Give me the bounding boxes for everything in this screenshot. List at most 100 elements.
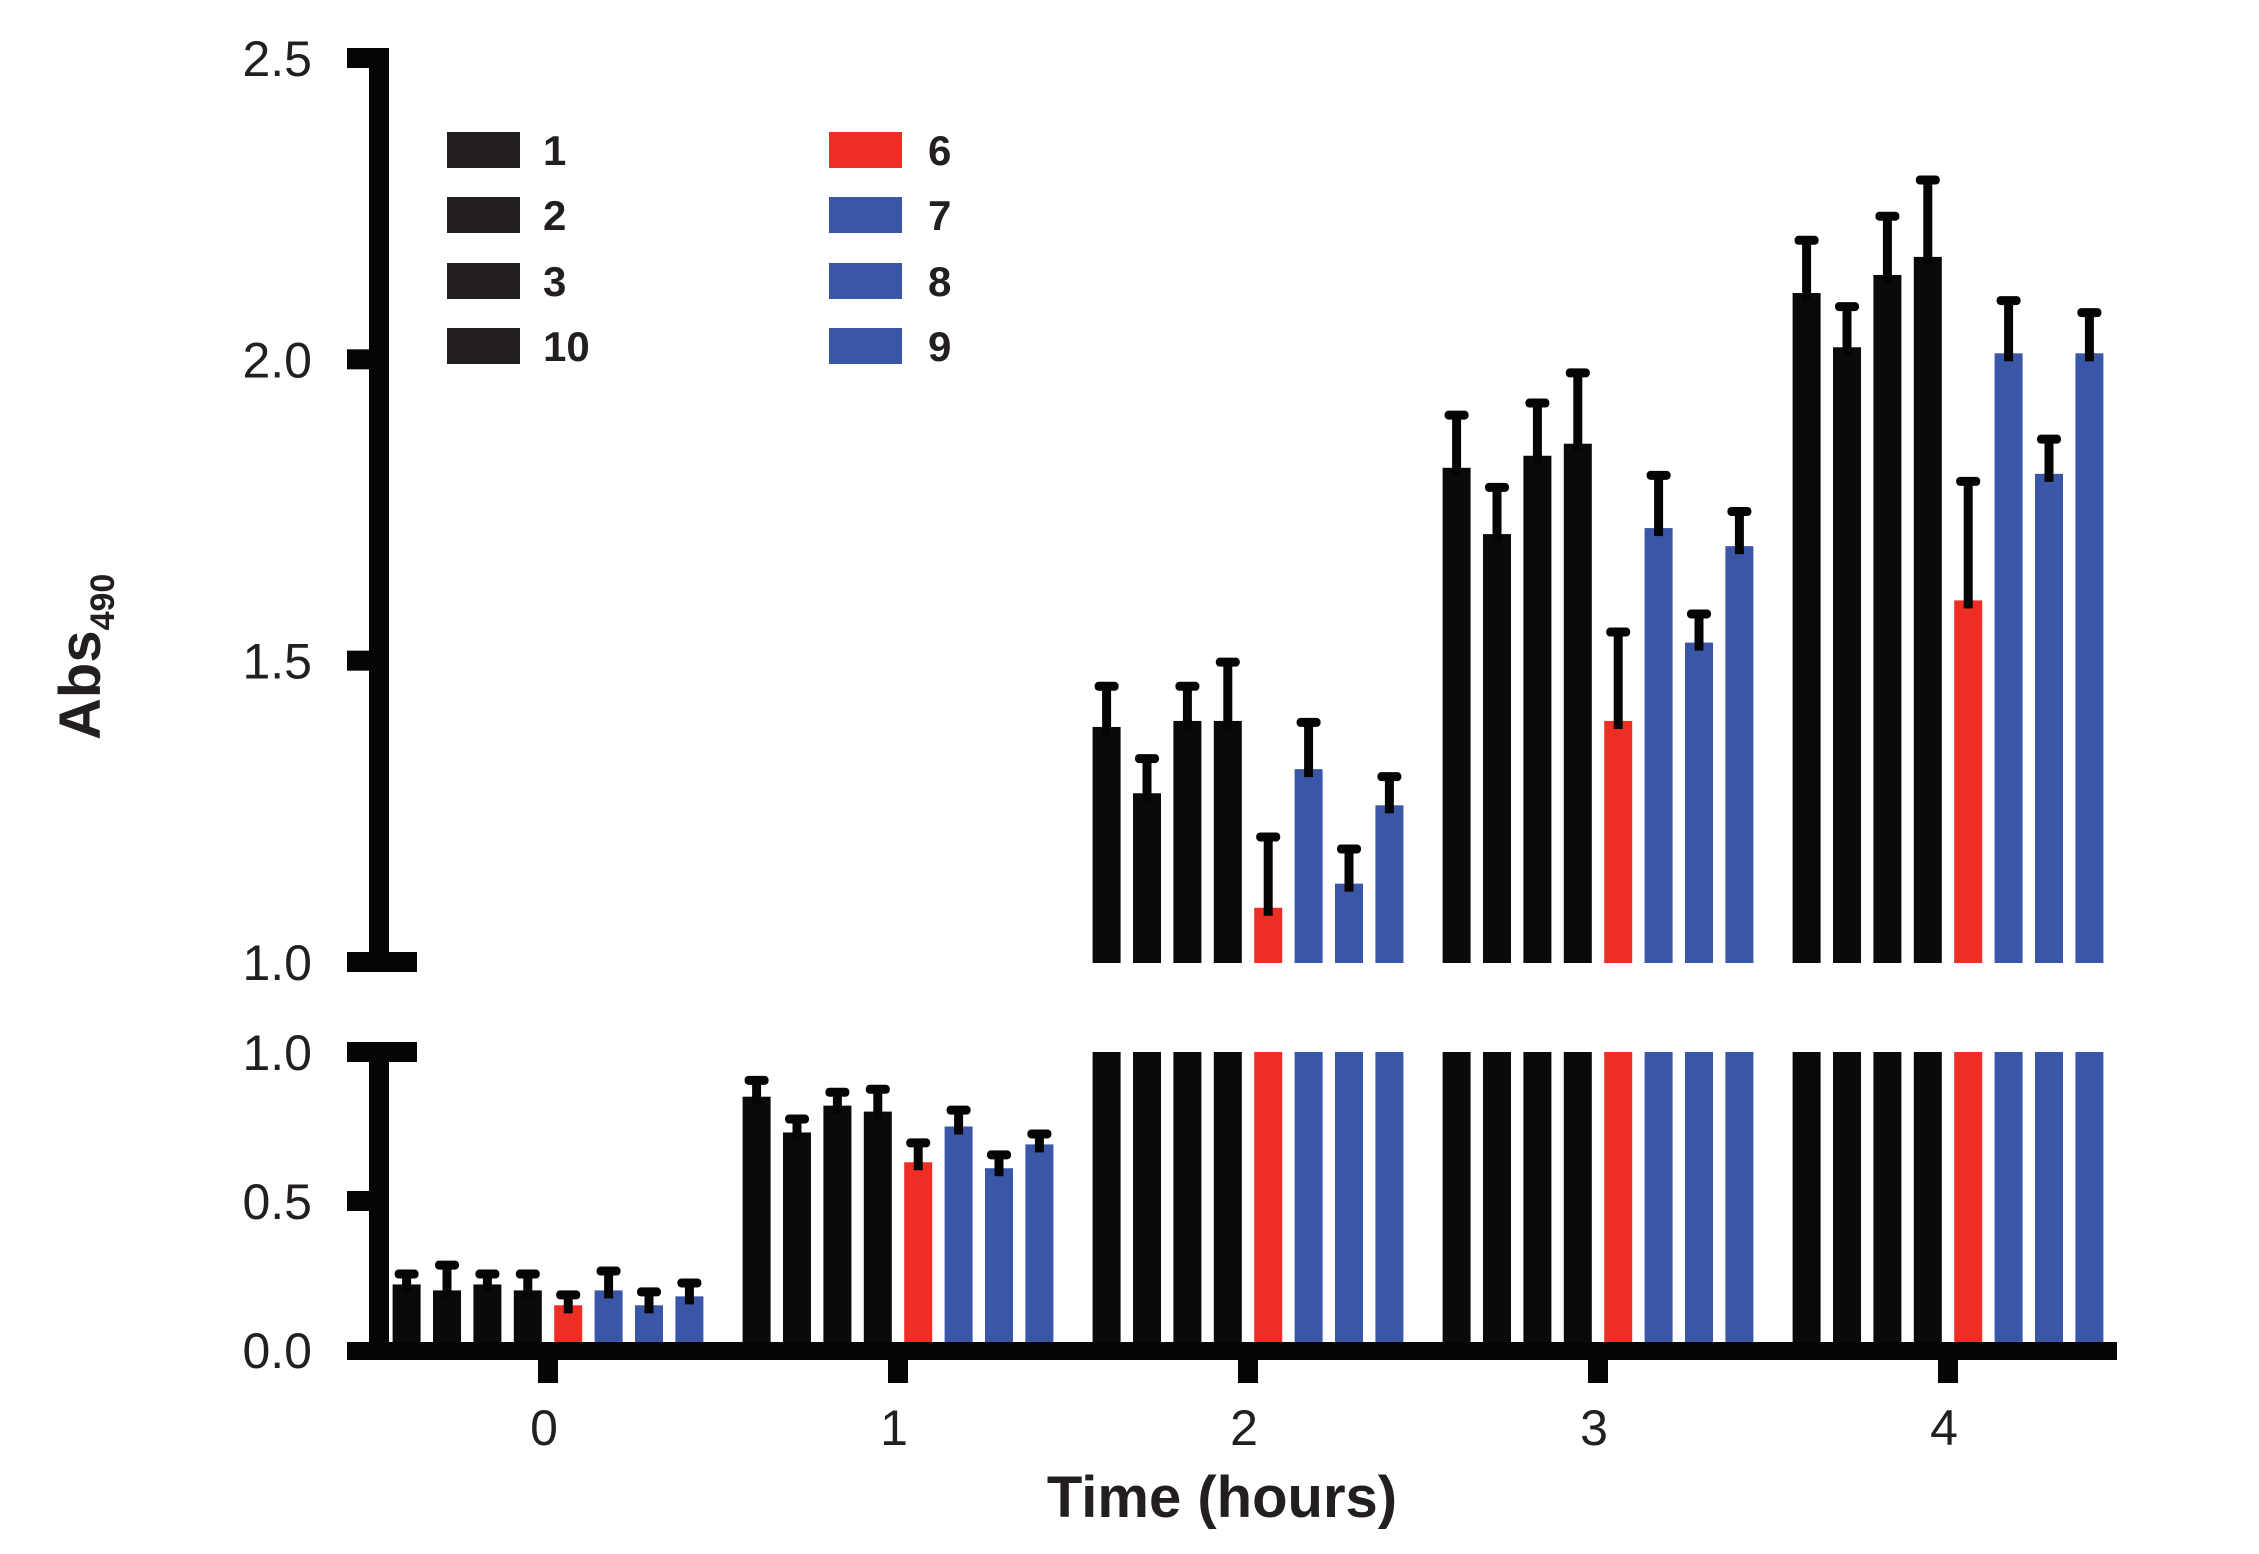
bar-lower-segment-series-9-t2: [1375, 1052, 1404, 1342]
x-axis-line: [347, 1342, 2117, 1360]
bar-series-9-t4: [2075, 353, 2104, 964]
error-bar-series-6-t2: [1263, 835, 1273, 916]
error-bar-series-1-t4: [1802, 238, 1812, 302]
error-bar-series-8-t2: [1344, 847, 1354, 892]
bar-series-1-t0: [392, 1284, 421, 1342]
bar-series-6-t4: [1954, 600, 1983, 963]
bar-series-8-t4: [2035, 473, 2063, 963]
bar-series-10-t0: [513, 1290, 542, 1342]
error-bar-series-2-t4: [1842, 305, 1852, 356]
bar-lower-segment-series-6-t3: [1604, 1052, 1633, 1342]
error-cap-series-8-t1: [987, 1150, 1011, 1160]
y-tick-label-upper: 2.0: [242, 332, 312, 388]
error-cap-series-3-t1: [825, 1087, 850, 1097]
error-cap-series-8-t0: [637, 1287, 661, 1297]
error-cap-series-9-t0: [677, 1278, 702, 1288]
legend-label-2: 2: [543, 192, 566, 239]
bar-lower-segment-series-1-t2: [1092, 1052, 1121, 1342]
error-cap-series-1-t0: [394, 1269, 419, 1279]
bar-series-1-t1: [742, 1096, 771, 1342]
bar-series-2-t1: [783, 1132, 811, 1342]
error-bar-series-3-t1: [832, 1090, 842, 1114]
error-cap-series-1-t2: [1094, 681, 1119, 691]
error-bar-series-7-t3: [1654, 473, 1664, 537]
bar-series-6-t1: [904, 1162, 933, 1342]
y-tick-lower: [347, 1042, 417, 1062]
error-cap-series-9-t2: [1377, 772, 1402, 782]
bar-series-7-t3: [1644, 528, 1673, 963]
error-bar-series-2-t0: [442, 1263, 452, 1299]
error-cap-series-2-t4: [1835, 302, 1859, 312]
bar-lower-segment-series-6-t4: [1954, 1052, 1983, 1342]
error-cap-series-10-t3: [1565, 368, 1590, 378]
y-tick-label-lower: 0.0: [242, 1323, 312, 1379]
error-bar-series-3-t4: [1882, 214, 1892, 283]
bar-lower-segment-series-6-t2: [1254, 1052, 1283, 1342]
bar-series-1-t4: [1792, 293, 1821, 963]
bar-lower-segment-series-10-t3: [1563, 1052, 1592, 1342]
bar-lower-segment-series-1-t4: [1792, 1052, 1821, 1342]
bar-lower-segment-series-8-t3: [1685, 1052, 1713, 1342]
bar-lower-segment-series-7-t2: [1294, 1052, 1323, 1342]
axes: [347, 48, 2117, 1383]
error-cap-series-2-t0: [435, 1260, 459, 1270]
bar-series-3-t3: [1523, 455, 1552, 963]
bar-series-10-t4: [1913, 256, 1942, 963]
legend-swatch-9: [829, 328, 902, 364]
bar-series-6-t3: [1604, 720, 1633, 963]
error-bar-series-2-t3: [1492, 485, 1502, 543]
error-bar-series-9-t4: [2084, 311, 2094, 362]
x-tick-label: 4: [1930, 1400, 1958, 1456]
error-cap-series-7-t3: [1646, 470, 1671, 480]
y-axis-title-main: Abs: [48, 630, 113, 740]
legend-label-6: 6: [928, 127, 951, 174]
legend-label-1: 1: [543, 127, 566, 174]
bar-series-10-t2: [1213, 720, 1242, 963]
error-cap-series-8-t3: [1687, 609, 1711, 619]
bar-lower-segment-series-7-t3: [1644, 1052, 1673, 1342]
legend-label-8: 8: [928, 258, 951, 305]
bar-series-9-t1: [1025, 1144, 1054, 1342]
bar-series-3-t2: [1173, 720, 1202, 963]
bar-lower-segment-series-2-t3: [1483, 1052, 1511, 1342]
bar-series-2-t2: [1133, 793, 1161, 963]
legend: 1 2 3 10 6 7 8 9: [447, 127, 951, 370]
legend-swatch-7: [829, 197, 902, 233]
error-cap-series-6-t1: [906, 1138, 931, 1148]
bar-series-10-t1: [863, 1111, 892, 1342]
bar-series-10-t3: [1563, 443, 1592, 963]
error-bar-series-2-t1: [792, 1117, 802, 1141]
bar-series-7-t4: [1994, 353, 2023, 964]
bar-lower-segment-series-7-t4: [1994, 1052, 2023, 1342]
legend-swatch-8: [829, 263, 902, 299]
y-tick-label-lower: 0.5: [242, 1174, 312, 1230]
error-bar-series-6-t1: [913, 1141, 923, 1171]
error-bar-series-7-t0: [604, 1269, 614, 1299]
bar-lower-segment-series-1-t3: [1442, 1052, 1471, 1342]
error-bar-series-2-t2: [1142, 757, 1152, 802]
error-cap-series-7-t2: [1296, 717, 1321, 727]
error-bar-series-6-t3: [1613, 630, 1623, 729]
y-axis-upper-spine: [369, 48, 389, 972]
y-tick-upper: [347, 650, 389, 671]
error-cap-series-2-t1: [785, 1114, 809, 1124]
error-cap-series-3-t3: [1525, 398, 1550, 408]
y-tick-upper: [347, 48, 389, 68]
error-bar-series-8-t0: [644, 1290, 654, 1314]
x-axis-title: Time (hours): [1047, 1465, 1397, 1530]
bar-series-7-t2: [1294, 769, 1323, 963]
error-cap-series-9-t3: [1727, 507, 1752, 516]
error-cap-series-2-t2: [1135, 754, 1159, 764]
y-tick-label-upper: 1.5: [242, 634, 312, 690]
y-tick-upper: [347, 952, 417, 972]
legend-swatch-3: [447, 263, 520, 299]
y-tick-label-upper: 2.5: [242, 31, 312, 87]
x-tick: [1588, 1342, 1608, 1383]
error-cap-series-10-t1: [865, 1084, 890, 1094]
y-tick-upper: [347, 349, 389, 370]
tick-labels: 1.0 1.5 2.0 2.5 0.0 0.5 1.0 0 1 2 3 4: [242, 31, 1957, 1456]
error-cap-series-2-t3: [1485, 482, 1509, 492]
legend-label-3: 3: [543, 258, 566, 305]
error-bar-series-8-t4: [2044, 437, 2054, 482]
bar-series-8-t3: [1685, 642, 1713, 963]
